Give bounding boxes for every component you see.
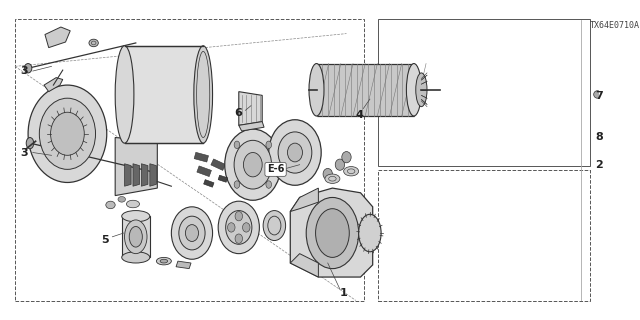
Ellipse shape xyxy=(234,141,240,148)
Ellipse shape xyxy=(125,220,147,254)
Polygon shape xyxy=(45,27,70,48)
Polygon shape xyxy=(176,261,191,268)
Polygon shape xyxy=(211,159,225,171)
Text: 7: 7 xyxy=(596,91,604,101)
Ellipse shape xyxy=(234,140,271,189)
Polygon shape xyxy=(133,164,140,186)
Text: 8: 8 xyxy=(596,132,604,141)
Ellipse shape xyxy=(122,252,150,263)
Ellipse shape xyxy=(325,174,340,183)
Ellipse shape xyxy=(235,212,243,221)
Polygon shape xyxy=(239,92,262,125)
Ellipse shape xyxy=(186,225,198,242)
Ellipse shape xyxy=(269,120,321,185)
Text: 5: 5 xyxy=(101,235,109,244)
Ellipse shape xyxy=(243,223,250,232)
Text: E-6: E-6 xyxy=(267,164,284,174)
Polygon shape xyxy=(239,122,264,131)
Ellipse shape xyxy=(24,64,32,73)
Polygon shape xyxy=(291,188,318,212)
Ellipse shape xyxy=(323,168,332,180)
Polygon shape xyxy=(115,138,157,196)
Ellipse shape xyxy=(218,201,259,254)
Ellipse shape xyxy=(26,138,34,149)
Ellipse shape xyxy=(225,129,281,200)
Ellipse shape xyxy=(602,257,611,265)
Ellipse shape xyxy=(266,181,271,188)
Ellipse shape xyxy=(127,200,140,208)
Ellipse shape xyxy=(156,257,172,265)
Ellipse shape xyxy=(306,197,358,268)
Polygon shape xyxy=(125,46,204,143)
Ellipse shape xyxy=(406,64,421,116)
Ellipse shape xyxy=(416,73,427,107)
Ellipse shape xyxy=(179,216,205,250)
Ellipse shape xyxy=(235,234,243,243)
Ellipse shape xyxy=(89,39,99,47)
Ellipse shape xyxy=(28,85,107,182)
Ellipse shape xyxy=(243,153,262,177)
Ellipse shape xyxy=(266,141,271,148)
Polygon shape xyxy=(44,77,63,92)
Polygon shape xyxy=(204,180,214,187)
Text: 3: 3 xyxy=(20,66,28,76)
Ellipse shape xyxy=(160,259,168,263)
Ellipse shape xyxy=(342,152,351,163)
Ellipse shape xyxy=(594,91,601,98)
Polygon shape xyxy=(291,188,372,277)
Polygon shape xyxy=(141,164,148,186)
Ellipse shape xyxy=(226,211,252,244)
Polygon shape xyxy=(150,164,156,186)
Ellipse shape xyxy=(615,26,630,97)
Polygon shape xyxy=(122,216,150,257)
Polygon shape xyxy=(125,164,131,186)
Polygon shape xyxy=(194,152,209,162)
Text: 1: 1 xyxy=(340,288,348,298)
Ellipse shape xyxy=(278,132,312,173)
Ellipse shape xyxy=(335,159,344,170)
Ellipse shape xyxy=(615,135,621,140)
Polygon shape xyxy=(317,64,414,116)
Polygon shape xyxy=(218,175,228,182)
Ellipse shape xyxy=(129,227,142,247)
Polygon shape xyxy=(623,26,640,97)
Ellipse shape xyxy=(118,196,125,202)
Ellipse shape xyxy=(194,46,212,143)
Ellipse shape xyxy=(613,258,619,264)
Polygon shape xyxy=(291,254,318,277)
Ellipse shape xyxy=(228,223,235,232)
Ellipse shape xyxy=(344,166,358,176)
Text: 2: 2 xyxy=(596,160,604,170)
Ellipse shape xyxy=(106,201,115,209)
Ellipse shape xyxy=(234,181,240,188)
Ellipse shape xyxy=(309,64,324,116)
Ellipse shape xyxy=(115,46,134,143)
Ellipse shape xyxy=(122,211,150,222)
Ellipse shape xyxy=(263,211,285,241)
Polygon shape xyxy=(197,166,211,177)
Ellipse shape xyxy=(316,209,349,257)
Text: TX64E0710A: TX64E0710A xyxy=(590,21,640,30)
Ellipse shape xyxy=(172,207,212,259)
Ellipse shape xyxy=(51,112,84,155)
Text: 4: 4 xyxy=(356,110,364,120)
Ellipse shape xyxy=(604,133,613,140)
Text: 3: 3 xyxy=(20,148,28,157)
Ellipse shape xyxy=(39,98,95,169)
Text: 6: 6 xyxy=(234,108,242,118)
Ellipse shape xyxy=(358,214,381,252)
Ellipse shape xyxy=(287,143,303,162)
